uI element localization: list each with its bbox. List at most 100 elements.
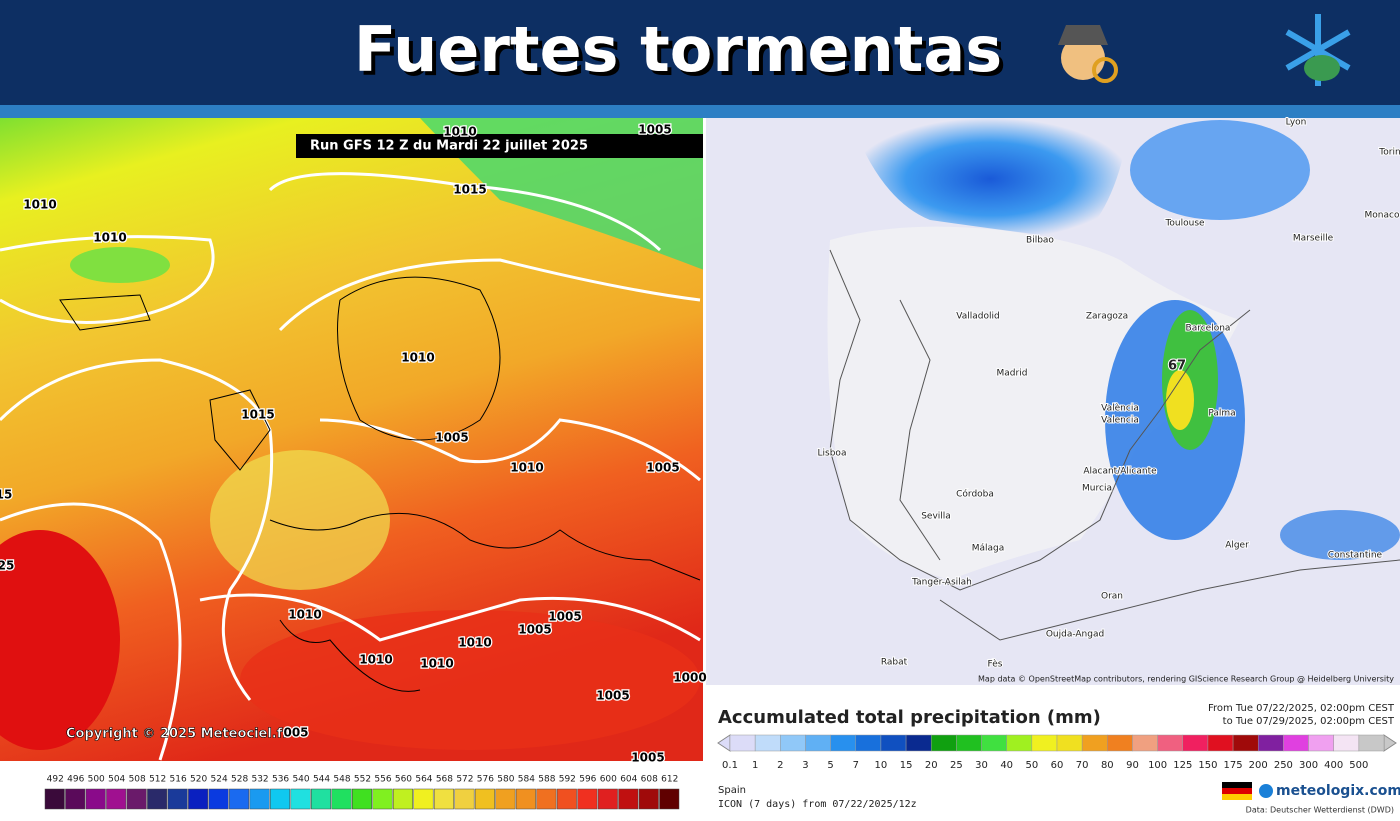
scale-label: 100 (1148, 760, 1167, 771)
scale-swatch (1056, 734, 1083, 752)
scale-label: 80 (1101, 760, 1114, 771)
city-label: Oujda-Angad (1046, 630, 1104, 640)
scale-swatch (1107, 734, 1133, 752)
model: ICON (7 days) from 07/22/2025/12z (718, 799, 917, 810)
attribution: Map data © OpenStreetMap contributors, r… (978, 675, 1394, 684)
scale-label: 2 (777, 760, 783, 771)
scale-label: 500 (1349, 760, 1368, 771)
scale-label: 3 (802, 760, 808, 771)
scale-swatch (638, 788, 659, 810)
city-label: Constantine (1328, 551, 1383, 561)
scale-label: 572 (456, 775, 473, 785)
scale-label: 568 (436, 775, 453, 785)
scale-label: 588 (538, 775, 555, 785)
isobar-label: 15 (0, 488, 12, 502)
scale-swatch (126, 788, 147, 810)
isobar-label: 1010 (23, 198, 56, 212)
isobar-label: 1005 (631, 751, 664, 765)
scale-swatch (880, 734, 907, 752)
scale-swatch (855, 734, 882, 752)
city-label: Murcia (1082, 484, 1112, 494)
city-label: Lisboa (818, 449, 847, 459)
scale-swatch (1257, 734, 1284, 752)
city-label: Sevilla (921, 512, 951, 522)
scale-swatch (270, 788, 291, 810)
scale-label: 564 (415, 775, 432, 785)
city-label: Zaragoza (1086, 312, 1128, 322)
isobar-label: 1005 (638, 123, 671, 137)
city-label: Torin (1378, 148, 1400, 158)
city-label: Valladolid (956, 312, 999, 322)
copyright: Copyright © 2025 Meteociel.fr (66, 727, 289, 742)
scale-label: 556 (374, 775, 391, 785)
scale-arrow-left (717, 734, 731, 752)
city-label: Barcelona (1186, 324, 1231, 334)
scale-label: 70 (1076, 760, 1089, 771)
scale-swatch (536, 788, 557, 810)
isobar-label: 1005 (518, 623, 551, 637)
scale-swatch (729, 734, 756, 752)
scale-label: 528 (231, 775, 248, 785)
flag (1222, 782, 1252, 800)
isobar-label: 25 (0, 559, 14, 573)
scale-label: 604 (620, 775, 637, 785)
scale-swatch (1031, 734, 1058, 752)
city-label: Fès (988, 659, 1003, 670)
header-strip (0, 105, 1400, 118)
scale-swatch (780, 734, 806, 752)
scale-swatch (311, 788, 332, 810)
city-label: València (1101, 403, 1139, 414)
scale-label: 175 (1224, 760, 1243, 771)
max-value: 67 (1168, 359, 1186, 374)
scale-label: 504 (108, 775, 125, 785)
scale-label: 584 (518, 775, 535, 785)
scale-label: 60 (1051, 760, 1064, 771)
scale-label: 20 (925, 760, 938, 771)
city-label: Lyon (1286, 118, 1307, 128)
scale-label: 608 (641, 775, 658, 785)
scale-label: 532 (251, 775, 268, 785)
scale-swatch (1157, 734, 1184, 752)
scale-swatch (392, 788, 413, 810)
scale-swatch (331, 788, 352, 810)
scale-swatch (1283, 734, 1309, 752)
isobar-label: 1005 (548, 610, 581, 624)
scale-label: 150 (1198, 760, 1217, 771)
isobar-label: 1015 (453, 183, 486, 197)
scale-label: 612 (661, 775, 678, 785)
scale-label: 592 (559, 775, 576, 785)
isobar-label: 1015 (241, 408, 274, 422)
scale-swatch (1232, 734, 1259, 752)
scale-swatch (249, 788, 270, 810)
scale-label: 576 (477, 775, 494, 785)
scale-swatch (85, 788, 106, 810)
city-label: Córdoba (956, 489, 994, 500)
snowflake-logo (1285, 14, 1351, 86)
scale-label: 25 (950, 760, 963, 771)
source: Data: Deutscher Wetterdienst (DWD) (1246, 806, 1394, 815)
scale-swatch (474, 788, 495, 810)
scale-label: 516 (170, 775, 187, 785)
scale-swatch (352, 788, 372, 810)
scale-swatch (44, 788, 65, 810)
city-label: Monaco (1365, 211, 1400, 221)
scale-label: 15 (900, 760, 913, 771)
isobar-label: 1000 (673, 671, 706, 685)
title: Fuertes tormentas (354, 13, 1002, 86)
brand: meteologix.com (1276, 783, 1400, 799)
scale-swatch (167, 788, 188, 810)
isobar-label: 1005 (435, 431, 468, 445)
isobar-label: 1005 (646, 461, 679, 475)
scale-label: 400 (1324, 760, 1343, 771)
scale-swatch (805, 734, 831, 752)
scale-swatch (1006, 734, 1033, 752)
city-label: Tanger-Asilah (911, 578, 972, 588)
scale-swatch (1132, 734, 1158, 752)
city-label: Rabat (881, 658, 908, 668)
scale-swatch (830, 734, 857, 752)
scale-label: 508 (129, 775, 146, 785)
scale-label: 596 (579, 775, 596, 785)
right-map: Map data © OpenStreetMap contributors, r… (706, 118, 1400, 685)
legend-title: Accumulated total precipitation (mm) (718, 707, 1101, 728)
scale-label: 250 (1274, 760, 1293, 771)
